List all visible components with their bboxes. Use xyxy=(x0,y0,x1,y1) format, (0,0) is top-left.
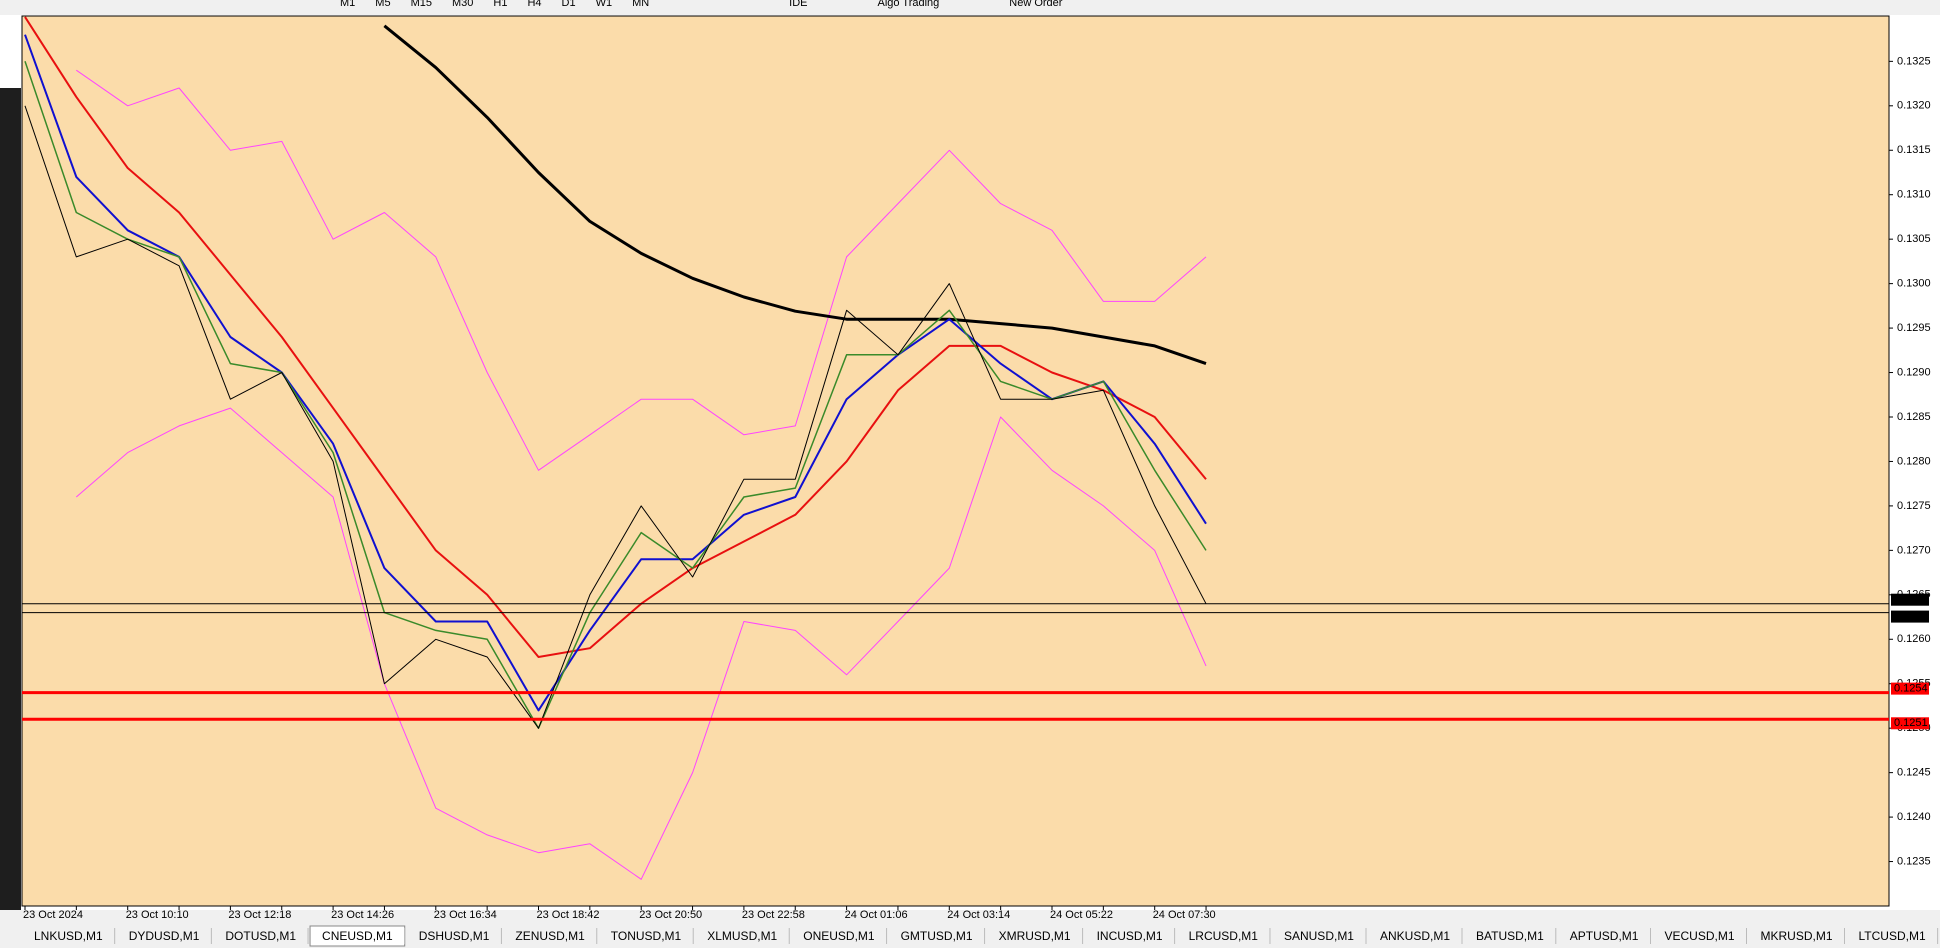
toolbar-button[interactable]: IDE xyxy=(789,0,807,9)
x-tick-label: 23 Oct 22:58 xyxy=(742,909,805,921)
y-tick-label: 0.1260 xyxy=(1897,633,1931,645)
tab[interactable] xyxy=(1464,926,1556,946)
toolbar xyxy=(0,0,1940,15)
y-tick-label: 0.1325 xyxy=(1897,55,1931,67)
tab-label[interactable]: LNKUSD,M1 xyxy=(34,929,103,943)
tab[interactable] xyxy=(1367,926,1462,946)
x-tick-label: 24 Oct 07:30 xyxy=(1153,909,1216,921)
tab-label[interactable]: GMTUSD,M1 xyxy=(901,929,973,943)
timeframe-button[interactable]: M30 xyxy=(452,0,473,9)
timeframe-button[interactable]: M15 xyxy=(411,0,432,9)
tab[interactable] xyxy=(1557,926,1651,946)
price-tag-label: 0.1264 xyxy=(1894,594,1928,606)
y-tick-label: 0.1320 xyxy=(1897,100,1931,112)
x-tick-label: 23 Oct 14:26 xyxy=(331,909,394,921)
tab-label[interactable]: ZENUSD,M1 xyxy=(515,929,585,943)
tab[interactable] xyxy=(1748,926,1845,946)
x-tick-label: 23 Oct 16:34 xyxy=(434,909,497,921)
x-tick-label: 24 Oct 01:06 xyxy=(845,909,908,921)
timeframe-button[interactable]: MN xyxy=(632,0,649,9)
tab[interactable] xyxy=(1084,926,1175,946)
tab[interactable] xyxy=(406,926,502,946)
tab[interactable] xyxy=(986,926,1083,946)
x-tick-label: 24 Oct 05:22 xyxy=(1050,909,1113,921)
tab[interactable] xyxy=(888,926,985,946)
x-tick-label: 24 Oct 03:14 xyxy=(947,909,1010,921)
price-line xyxy=(383,24,1207,366)
price-tag-label: 0.1263 xyxy=(1894,610,1928,622)
timeframe-button[interactable]: H1 xyxy=(493,0,507,9)
y-tick-label: 0.1245 xyxy=(1897,767,1931,779)
y-tick-label: 0.1270 xyxy=(1897,544,1931,556)
y-tick-label: 0.1275 xyxy=(1897,500,1931,512)
tab-label[interactable]: MKRUSD,M1 xyxy=(1761,929,1833,943)
plot-area xyxy=(21,15,1890,907)
timeframe-button[interactable]: W1 xyxy=(596,0,613,9)
tab[interactable] xyxy=(598,926,694,946)
price-tag-label: 0.1254 xyxy=(1894,683,1928,695)
y-tick-label: 0.1300 xyxy=(1897,278,1931,290)
price-line xyxy=(24,16,1207,658)
toolbar-button[interactable]: Algo Trading xyxy=(878,0,940,9)
x-tick-label: 23 Oct 18:42 xyxy=(537,909,600,921)
y-tick-label: 0.1285 xyxy=(1897,411,1931,423)
tab[interactable] xyxy=(791,926,887,946)
y-tick-label: 0.1280 xyxy=(1897,455,1931,467)
x-tick-label: 23 Oct 10:10 xyxy=(126,909,189,921)
price-tag xyxy=(1891,682,1929,695)
tab-label[interactable]: XMRUSD,M1 xyxy=(999,929,1071,943)
y-tick-label: 0.1240 xyxy=(1897,811,1931,823)
timeframe-button[interactable]: D1 xyxy=(562,0,576,9)
tab[interactable] xyxy=(116,926,212,946)
y-tick-label: 0.1235 xyxy=(1897,855,1931,867)
toolbar-button[interactable]: New Order xyxy=(1009,0,1063,9)
price-tag-label: 0.1251 xyxy=(1894,717,1928,729)
tab[interactable] xyxy=(1176,926,1270,946)
y-tick-label: 0.1310 xyxy=(1897,189,1931,201)
price-tag xyxy=(1891,610,1929,623)
price-line xyxy=(76,69,1207,471)
x-tick-label: 23 Oct 20:50 xyxy=(639,909,702,921)
y-tick-label: 0.1305 xyxy=(1897,233,1931,245)
tab[interactable] xyxy=(22,926,115,946)
price-line xyxy=(24,34,1207,712)
tab[interactable] xyxy=(1271,926,1366,946)
tab-label[interactable]: APTUSD,M1 xyxy=(1570,929,1639,943)
price-tag xyxy=(1891,717,1929,730)
y-tick-label: 0.1295 xyxy=(1897,322,1931,334)
price-line xyxy=(24,105,1207,729)
tab-label[interactable]: LRCUSD,M1 xyxy=(1189,929,1259,943)
tab[interactable] xyxy=(1846,926,1938,946)
x-tick-label: 23 Oct 12:18 xyxy=(228,909,291,921)
tab-label[interactable]: DOTUSD,M1 xyxy=(225,929,296,943)
tab-label[interactable]: BATUSD,M1 xyxy=(1476,929,1544,943)
timeframe-button[interactable]: M1 xyxy=(340,0,355,9)
tab[interactable] xyxy=(503,926,597,946)
tab-label[interactable]: DYDUSD,M1 xyxy=(129,929,200,943)
price-tag xyxy=(1891,593,1929,606)
x-tick-label: 23 Oct 2024 xyxy=(23,909,83,921)
tab-label[interactable]: CNEUSD,M1 xyxy=(322,929,393,943)
tab-label[interactable]: TONUSD,M1 xyxy=(611,929,682,943)
tab-label[interactable]: ANKUSD,M1 xyxy=(1380,929,1450,943)
tab[interactable] xyxy=(213,926,309,946)
tab-label[interactable]: ONEUSD,M1 xyxy=(803,929,875,943)
tab[interactable] xyxy=(1652,926,1747,946)
y-tick-label: 0.1290 xyxy=(1897,366,1931,378)
tab-label[interactable]: VECUSD,M1 xyxy=(1664,929,1734,943)
price-line xyxy=(75,407,1207,880)
tab[interactable] xyxy=(695,926,790,946)
tab-label[interactable]: DSHUSD,M1 xyxy=(419,929,490,943)
y-tick-label: 0.1315 xyxy=(1897,144,1931,156)
tab-label[interactable]: LTCUSD,M1 xyxy=(1859,929,1926,943)
timeframe-button[interactable]: M5 xyxy=(375,0,390,9)
timeframe-button[interactable]: H4 xyxy=(527,0,541,9)
side-panel xyxy=(0,88,21,910)
price-line xyxy=(24,61,1207,729)
tab-label[interactable]: SANUSD,M1 xyxy=(1284,929,1354,943)
tab-label[interactable]: XLMUSD,M1 xyxy=(707,929,777,943)
tab-label[interactable]: INCUSD,M1 xyxy=(1097,929,1163,943)
